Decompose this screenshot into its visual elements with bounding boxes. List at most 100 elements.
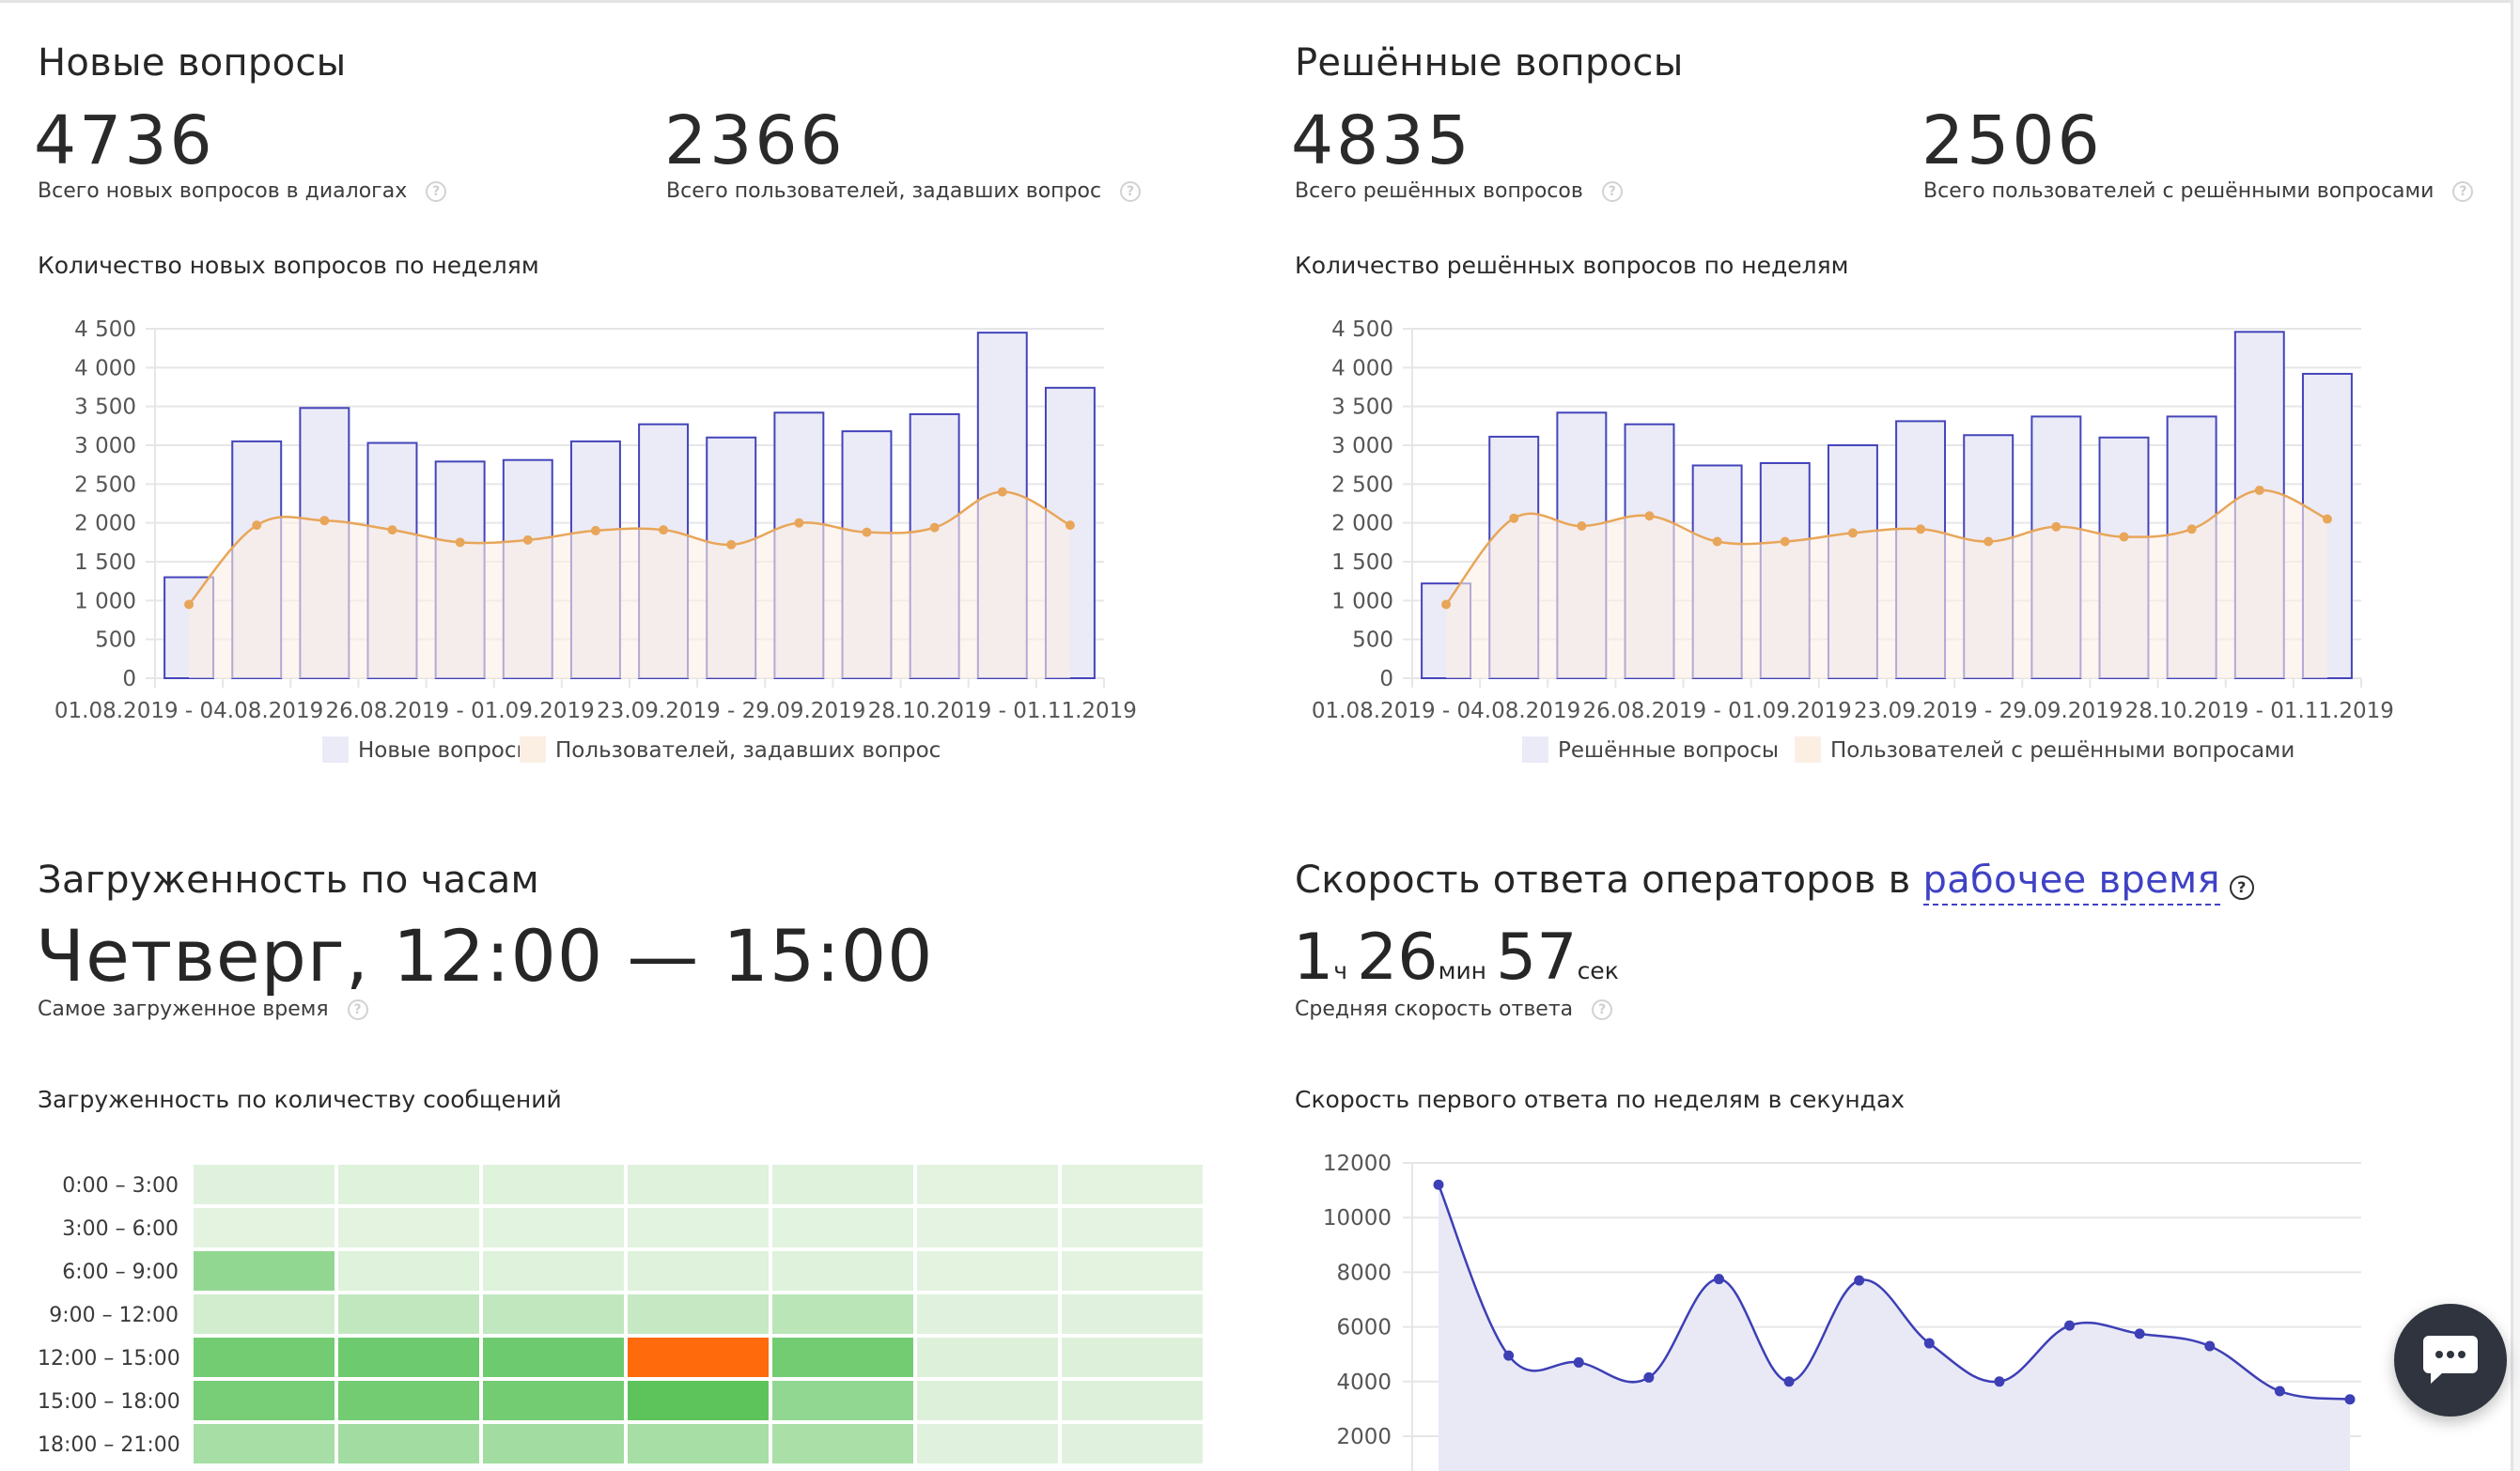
heatmap-cell[interactable]: [628, 1338, 769, 1377]
heatmap-cell[interactable]: [1062, 1381, 1203, 1420]
new-questions-total-label: Всего новых вопросов в диалогах: [38, 179, 408, 203]
line-point: [1441, 599, 1452, 610]
y-tick-label: 3 000: [1331, 434, 1393, 458]
heatmap-cell[interactable]: [338, 1338, 479, 1377]
heatmap-cell[interactable]: [483, 1381, 624, 1420]
y-tick-label: 500: [1352, 628, 1393, 653]
heatmap-cell[interactable]: [338, 1251, 479, 1291]
heatmap-cell[interactable]: [483, 1424, 624, 1463]
legend-swatch-bars: [322, 736, 349, 763]
heatmap-cell[interactable]: [917, 1381, 1058, 1420]
speed-seconds-unit: сек: [1577, 957, 1619, 984]
help-icon[interactable]: ?: [426, 180, 447, 202]
heatmap-cell[interactable]: [917, 1208, 1058, 1247]
load-title: Загруженность по часам: [38, 859, 540, 902]
resolved-questions-chart-title: Количество решённых вопросов по неделям: [1295, 252, 1849, 279]
busiest-time: Четверг, 12:00 — 15:00: [36, 914, 934, 998]
line-point: [2254, 485, 2264, 495]
heatmap-cell[interactable]: [483, 1294, 624, 1334]
heatmap-cell[interactable]: [1062, 1294, 1203, 1334]
line-point: [862, 527, 872, 537]
help-icon[interactable]: ?: [2229, 875, 2254, 900]
speed-point: [1573, 1356, 1584, 1368]
heatmap-cell[interactable]: [628, 1424, 769, 1463]
help-icon[interactable]: ?: [2452, 180, 2474, 202]
heatmap-cell[interactable]: [194, 1338, 334, 1377]
heatmap-cell[interactable]: [1062, 1251, 1203, 1291]
y-tick-label: 0: [122, 667, 136, 691]
y-tick-label: 8000: [1336, 1261, 1392, 1285]
heatmap-cell[interactable]: [772, 1208, 913, 1247]
line-point: [1847, 528, 1858, 538]
heatmap-cell[interactable]: [338, 1208, 479, 1247]
heatmap-cell[interactable]: [194, 1208, 334, 1247]
heatmap-cell[interactable]: [772, 1424, 913, 1463]
heatmap-cell[interactable]: [194, 1381, 334, 1420]
heatmap-cell[interactable]: [917, 1424, 1058, 1463]
y-tick-label: 10000: [1323, 1206, 1392, 1231]
line-point: [590, 525, 600, 535]
chart-legend: Новые вопросы Пользователей, задавших воп…: [322, 736, 941, 763]
heatmap-cell[interactable]: [1062, 1208, 1203, 1247]
heatmap-cell[interactable]: [194, 1251, 334, 1291]
help-icon[interactable]: ?: [347, 999, 368, 1020]
heatmap-cell[interactable]: [1062, 1165, 1203, 1204]
heatmap-cell[interactable]: [917, 1294, 1058, 1334]
heatmap-cell[interactable]: [772, 1338, 913, 1377]
x-tick-label: 23.09.2019 - 29.09.2019: [1854, 699, 2123, 723]
heatmap-cell[interactable]: [772, 1294, 913, 1334]
help-icon[interactable]: ?: [1120, 180, 1142, 202]
y-tick-label: 4 500: [1331, 317, 1393, 342]
heatmap-cell[interactable]: [772, 1251, 913, 1291]
heatmap-cell[interactable]: [483, 1251, 624, 1291]
heatmap-cell[interactable]: [628, 1208, 769, 1247]
speed-hours-unit: ч: [1333, 957, 1348, 984]
top-border: [0, 0, 2520, 3]
heatmap-cell[interactable]: [483, 1338, 624, 1377]
heatmap-row-label: 15:00 – 18:00: [38, 1390, 180, 1414]
heatmap-cell[interactable]: [628, 1294, 769, 1334]
heatmap-cell[interactable]: [772, 1381, 913, 1420]
heatmap-cell[interactable]: [772, 1165, 913, 1204]
heatmap-cell[interactable]: [917, 1165, 1058, 1204]
heatmap-cell[interactable]: [917, 1338, 1058, 1377]
working-hours-link[interactable]: рабочее время: [1922, 859, 2220, 906]
y-tick-label: 1 500: [74, 550, 136, 575]
resolved-questions-total: 4835: [1291, 101, 1472, 179]
heatmap-cell[interactable]: [194, 1294, 334, 1334]
y-tick-label: 6000: [1336, 1316, 1392, 1340]
heatmap-cell[interactable]: [194, 1165, 334, 1204]
heatmap-cell[interactable]: [194, 1424, 334, 1463]
line-point: [2051, 521, 2061, 532]
legend-label-bars: Решённые вопросы: [1558, 738, 1779, 763]
speed-point: [2344, 1394, 2356, 1405]
busiest-time-caption: Самое загруженное время ?: [38, 998, 368, 1021]
line-point: [1780, 536, 1790, 547]
heatmap-cell[interactable]: [628, 1381, 769, 1420]
heatmap-cell[interactable]: [483, 1208, 624, 1247]
heatmap-cell[interactable]: [917, 1251, 1058, 1291]
speed-point: [1643, 1371, 1655, 1383]
line-point: [1983, 536, 1994, 547]
chat-widget-button[interactable]: [2394, 1304, 2507, 1417]
speed-point: [1713, 1274, 1724, 1285]
scrollbar-track[interactable]: [2513, 0, 2520, 1471]
heatmap-cell[interactable]: [338, 1424, 479, 1463]
line-point: [455, 537, 465, 548]
y-tick-label: 4000: [1336, 1370, 1392, 1395]
heatmap-cell[interactable]: [338, 1165, 479, 1204]
resolved-questions-title: Решённые вопросы: [1295, 41, 1684, 85]
y-tick-label: 2 000: [1331, 512, 1393, 536]
heatmap-cell[interactable]: [628, 1251, 769, 1291]
heatmap-cell[interactable]: [338, 1381, 479, 1420]
heatmap-row-label: 9:00 – 12:00: [49, 1304, 179, 1327]
help-icon[interactable]: ?: [1601, 180, 1623, 202]
heatmap-cell[interactable]: [338, 1294, 479, 1334]
heatmap-cell[interactable]: [1062, 1338, 1203, 1377]
heatmap-cell[interactable]: [483, 1165, 624, 1204]
heatmap-cell[interactable]: [1062, 1424, 1203, 1463]
new-questions-users-label: Всего пользователей, задавших вопрос: [666, 179, 1102, 203]
heatmap-cell[interactable]: [628, 1165, 769, 1204]
help-icon[interactable]: ?: [1592, 999, 1613, 1020]
y-tick-label: 0: [1379, 667, 1393, 691]
